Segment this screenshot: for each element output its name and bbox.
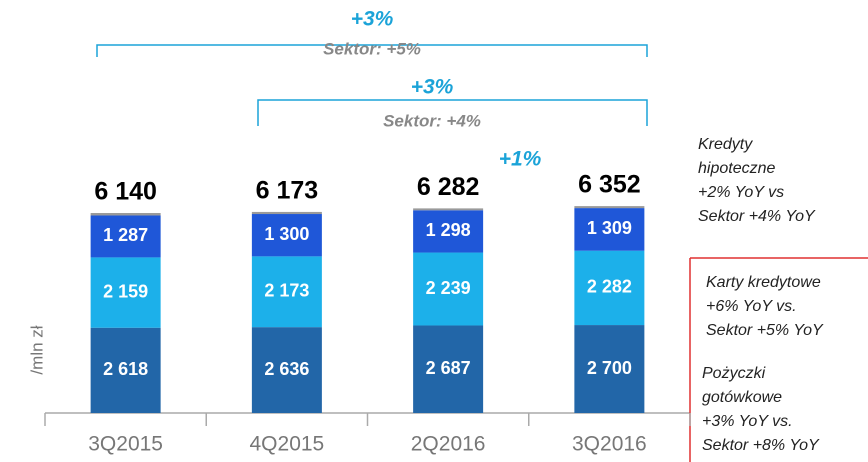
bar-label: 2 282 xyxy=(587,277,632,297)
note-box xyxy=(689,257,868,462)
total-label: 6 140 xyxy=(94,178,157,206)
bar-label: 1 298 xyxy=(426,220,471,240)
bar-label: 2 239 xyxy=(426,278,471,298)
note-line: gotówkowe xyxy=(702,389,782,406)
note-line: +6% YoY vs. xyxy=(706,298,797,315)
bracket xyxy=(96,44,648,57)
bar-segment xyxy=(251,211,322,215)
total-label: 6 352 xyxy=(578,171,641,199)
bar-segment xyxy=(90,327,161,413)
total-label: 6 173 xyxy=(256,177,319,205)
bar-segment xyxy=(251,327,322,413)
bracket-sector: Sektor: +4% xyxy=(383,111,481,130)
bar-segment xyxy=(90,215,161,258)
bar-segment xyxy=(413,252,484,326)
bar-label: 2 700 xyxy=(587,358,632,378)
bar-segment xyxy=(90,257,161,328)
bar-segment xyxy=(574,206,645,209)
note-line: Sektor +5% YoY xyxy=(706,322,824,339)
growth-label: +1% xyxy=(499,148,542,171)
bar-segment xyxy=(251,214,322,257)
note-line: hipoteczne xyxy=(698,160,775,177)
note-line: Pożyczki xyxy=(702,365,766,382)
bar-label: 2 159 xyxy=(103,281,148,301)
bar-segment xyxy=(413,210,484,253)
bar-segment xyxy=(413,208,484,211)
bracket-sector: Sektor: +5% xyxy=(323,39,421,58)
bracket-change: +3% xyxy=(351,8,394,31)
bar-segment xyxy=(574,325,645,413)
note-line: Sektor +4% YoY xyxy=(698,208,816,225)
bar-segment xyxy=(90,213,161,216)
total-label: 6 282 xyxy=(417,173,480,201)
bar-label: 1 309 xyxy=(587,218,632,238)
bar-segment xyxy=(574,250,645,326)
bar-label: 2 636 xyxy=(264,359,309,379)
bar-segment xyxy=(413,325,484,413)
y-axis-label: /mln zł xyxy=(27,325,46,374)
bracket xyxy=(257,99,648,126)
bar-segment xyxy=(251,256,322,328)
note-line: +2% YoY vs xyxy=(698,184,784,201)
bar-label: 2 687 xyxy=(426,358,471,378)
x-tick-label: 3Q2015 xyxy=(88,433,163,456)
x-tick-label: 4Q2015 xyxy=(250,433,325,456)
note-line: Kredyty xyxy=(698,136,753,153)
bar-segment xyxy=(574,208,645,251)
note-line: +3% YoY vs. xyxy=(702,413,793,430)
bar-label: 2 618 xyxy=(103,359,148,379)
bar-label: 1 300 xyxy=(264,224,309,244)
note-line: Karty kredytowe xyxy=(706,274,821,291)
bar-label: 2 173 xyxy=(264,281,309,301)
x-tick-label: 2Q2016 xyxy=(411,433,486,456)
bracket-change: +3% xyxy=(411,76,454,99)
x-tick-label: 3Q2016 xyxy=(572,433,647,456)
bar-label: 1 287 xyxy=(103,225,148,245)
note-line: Sektor +8% YoY xyxy=(702,437,820,454)
